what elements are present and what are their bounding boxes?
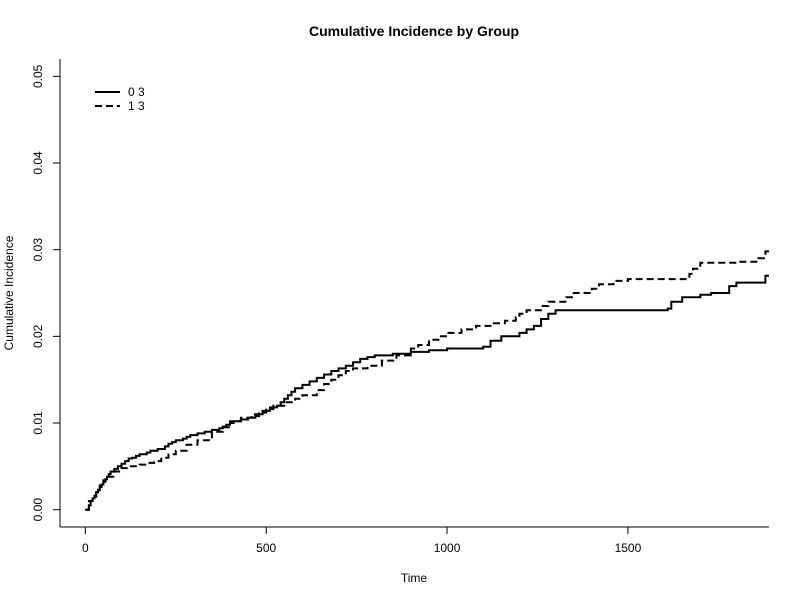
x-tick-label: 500 bbox=[256, 541, 276, 555]
y-tick-label: 0.01 bbox=[31, 411, 45, 435]
x-tick-label: 0 bbox=[82, 541, 89, 555]
x-axis: 0 500 1000 1500 bbox=[82, 527, 642, 555]
plot-area bbox=[59, 59, 769, 528]
legend-label: 1 3 bbox=[128, 99, 145, 113]
series-line-1-3 bbox=[85, 249, 770, 511]
legend-label: 0 3 bbox=[128, 85, 145, 99]
y-tick-label: 0.03 bbox=[31, 238, 45, 262]
legend: 0 31 3 bbox=[95, 85, 145, 113]
y-tick-label: 0.04 bbox=[31, 151, 45, 175]
y-tick-label: 0.00 bbox=[31, 498, 45, 522]
y-axis-label: Cumulative Incidence bbox=[2, 235, 16, 350]
chart-title: Cumulative Incidence by Group bbox=[309, 23, 519, 39]
y-axis: 0.00 0.01 0.02 0.03 0.04 0.05 bbox=[31, 64, 60, 521]
x-tick-label: 1000 bbox=[434, 541, 461, 555]
y-tick-label: 0.02 bbox=[31, 324, 45, 348]
x-axis-label: Time bbox=[401, 571, 428, 585]
y-tick-label: 0.05 bbox=[31, 64, 45, 88]
series-line-0-3 bbox=[85, 274, 769, 511]
series-layer bbox=[85, 249, 770, 511]
x-tick-label: 1500 bbox=[615, 541, 642, 555]
